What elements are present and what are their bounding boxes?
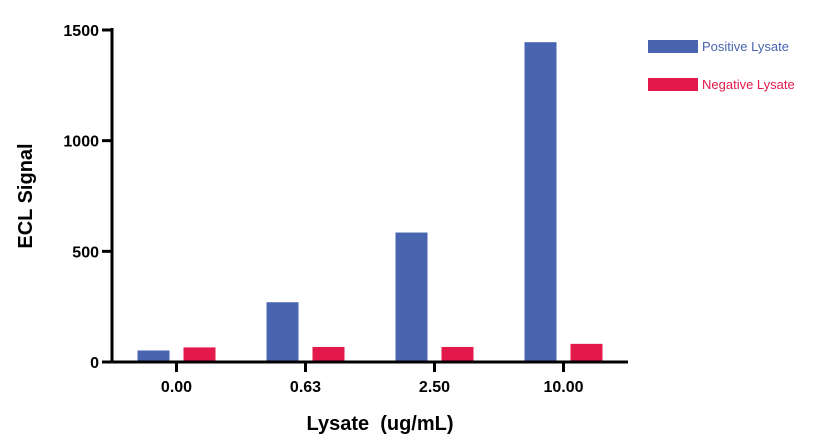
y-tick-label: 0 (90, 355, 99, 372)
legend-swatch (648, 40, 698, 53)
x-tick-label: 2.50 (419, 379, 450, 396)
legend-swatch (648, 78, 698, 91)
y-tick-label: 1500 (63, 23, 99, 40)
y-axis-title: ECL Signal (15, 143, 37, 248)
bar-positive-10.00 (524, 42, 557, 362)
bar-negative-0.63 (312, 346, 345, 362)
legend-label: Positive Lysate (702, 39, 789, 54)
x-tick-label: 0.63 (290, 379, 321, 396)
x-axis-title: Lysate (ug/mL) (306, 413, 453, 435)
bars-layer (137, 42, 603, 362)
x-ticks: 0.00 0.63 2.50 10.00 (161, 362, 584, 396)
bar-negative-0.00 (183, 347, 216, 362)
bar-negative-10.00 (570, 343, 603, 362)
legend-label: Negative Lysate (702, 77, 795, 92)
x-tick-label: 10.00 (543, 379, 583, 396)
x-tick-label: 0.00 (161, 379, 192, 396)
bar-positive-0.63 (266, 302, 299, 362)
legend: Positive Lysate Negative Lysate (648, 39, 795, 92)
y-tick-label: 500 (72, 244, 99, 261)
y-ticks: 0 500 1000 1500 (63, 23, 112, 372)
y-tick-label: 1000 (63, 134, 99, 151)
bar-negative-2.50 (441, 346, 474, 362)
bar-positive-0.00 (137, 350, 170, 362)
bar-positive-2.50 (395, 232, 428, 362)
